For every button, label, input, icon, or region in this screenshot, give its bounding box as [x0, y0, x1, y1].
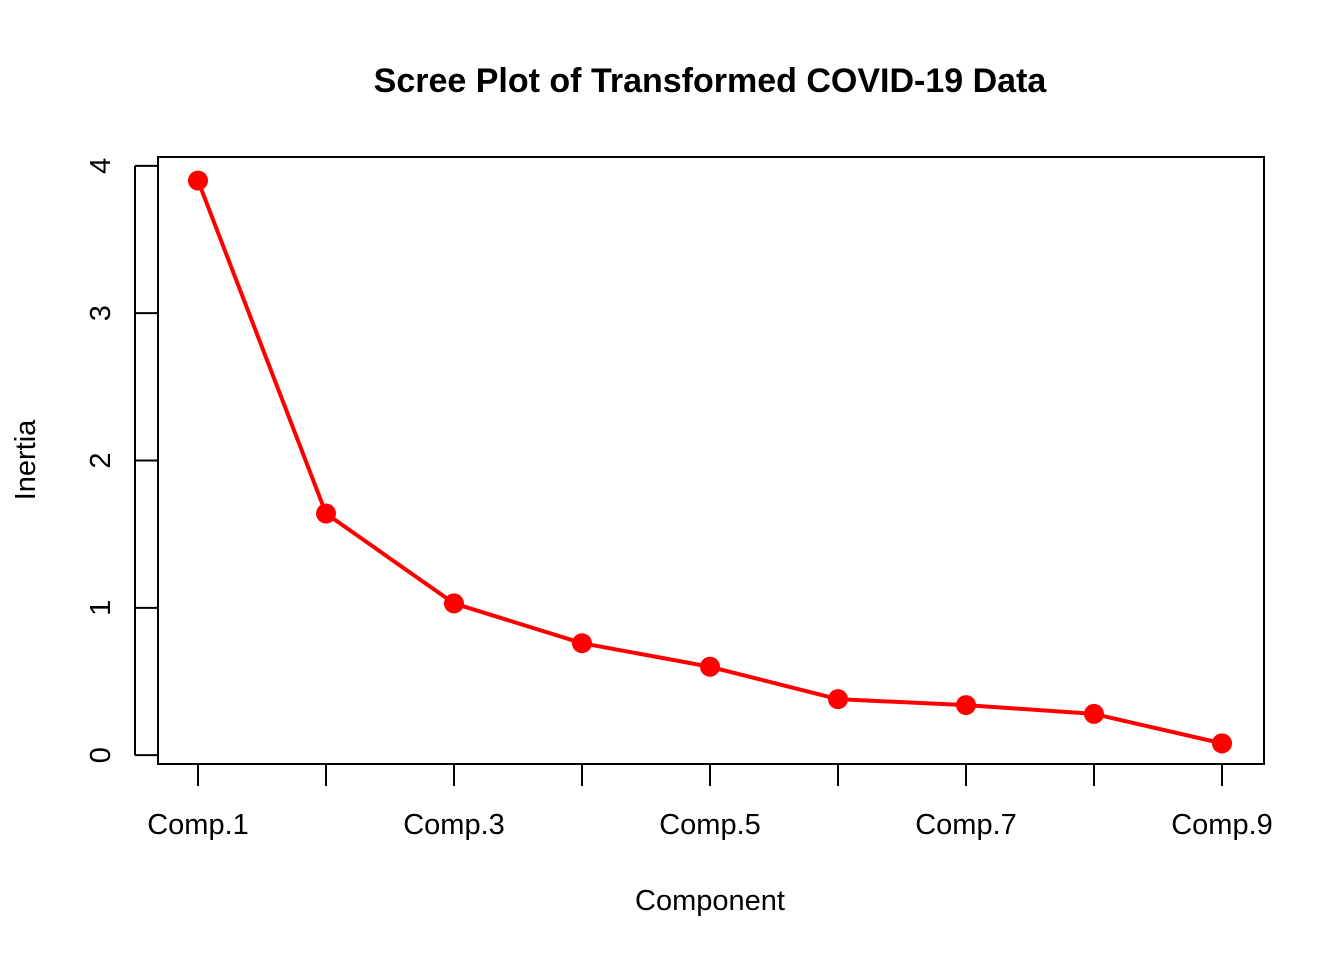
y-axis: 0 1 2 3 4: [85, 158, 158, 763]
y-axis-label: Inertia: [10, 419, 42, 500]
y-tick-label: 3: [85, 305, 117, 321]
y-tick-label: 0: [85, 747, 117, 763]
data-point: [572, 633, 592, 654]
data-point: [828, 689, 848, 710]
x-tick-label: Comp.3: [403, 809, 505, 841]
data-point: [188, 170, 208, 191]
x-tick-label: Comp.9: [1171, 809, 1273, 841]
y-tick-label: 1: [85, 600, 117, 616]
data-point: [956, 695, 976, 716]
x-tick-label: Comp.1: [147, 809, 249, 841]
data-point: [700, 656, 720, 677]
x-tick-label: Comp.7: [915, 809, 1017, 841]
y-tick-label: 2: [85, 452, 117, 468]
y-tick-label: 4: [85, 158, 117, 174]
data-point: [444, 593, 464, 614]
x-tick-label: Comp.5: [659, 809, 761, 841]
data-point: [1212, 733, 1232, 754]
chart-title: Scree Plot of Transformed COVID-19 Data: [374, 62, 1048, 100]
data-point: [1084, 703, 1104, 724]
series-layer: [188, 170, 1232, 754]
x-axis-label: Component: [635, 885, 785, 917]
data-point: [316, 503, 336, 524]
x-axis: Comp.1 Comp.3 Comp.5 Comp.7 Comp.9: [147, 763, 1273, 841]
